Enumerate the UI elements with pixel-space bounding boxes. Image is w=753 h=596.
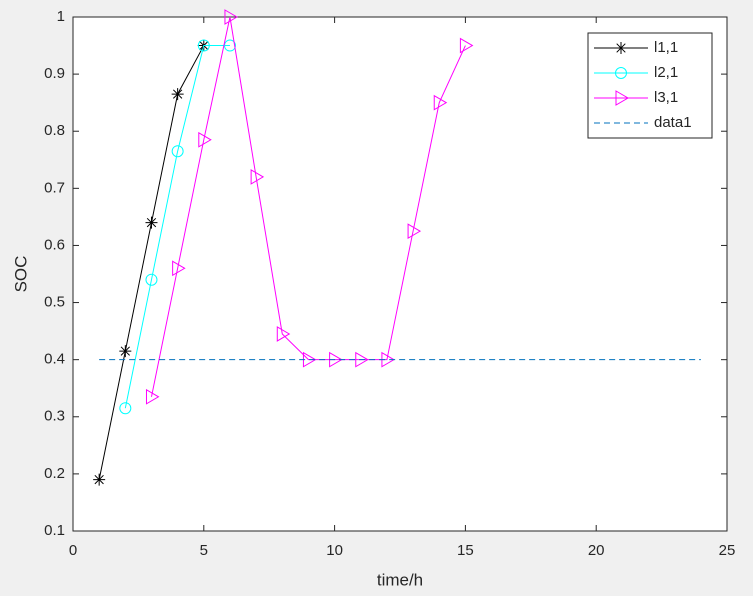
y-tick-label: 0.9 [44,65,65,82]
series-line [150,16,466,397]
y-tick-label: 0.6 [44,236,65,253]
x-tick-label: 20 [588,542,605,559]
marker [171,145,184,158]
marker [119,345,132,358]
legend-box [587,32,713,139]
marker [276,326,291,342]
series-line [124,45,230,409]
marker [223,39,236,52]
y-tick-label: 0.4 [44,351,65,368]
legend-label: l1,1 [654,39,678,56]
y-tick-label: 0.8 [44,122,65,139]
marker [250,169,265,185]
marker [407,223,422,240]
x-tick-label: 25 [719,542,736,559]
y-tick-label: 0.5 [44,294,65,311]
marker [615,67,627,79]
marker [615,42,627,54]
marker [119,402,132,415]
x-tick-label: 15 [457,542,474,559]
y-tick-label: 0.7 [44,179,65,196]
y-tick-label: 0.2 [44,465,65,482]
x-tick-label: 0 [69,542,77,559]
y-tick-label: 1 [57,8,65,25]
y-axis-label: SOC [11,256,30,293]
marker [145,216,158,229]
marker [433,94,448,111]
marker [224,9,238,25]
marker [197,39,210,52]
marker [145,273,158,286]
marker [171,88,184,101]
x-tick-label: 5 [200,542,208,559]
x-axis-label: time/h [377,570,423,589]
marker [615,90,629,106]
marker [355,351,369,368]
marker [459,37,474,54]
legend-label: l3,1 [654,89,678,106]
legend-label: l2,1 [654,64,678,81]
marker [172,260,186,277]
marker [93,473,106,486]
marker [198,131,212,148]
legend-label: data1 [654,114,692,131]
x-tick-label: 10 [326,542,343,559]
y-tick-label: 0.3 [44,408,65,425]
marker [145,388,160,405]
y-tick-label: 0.1 [44,522,65,539]
axes-box [72,16,728,532]
